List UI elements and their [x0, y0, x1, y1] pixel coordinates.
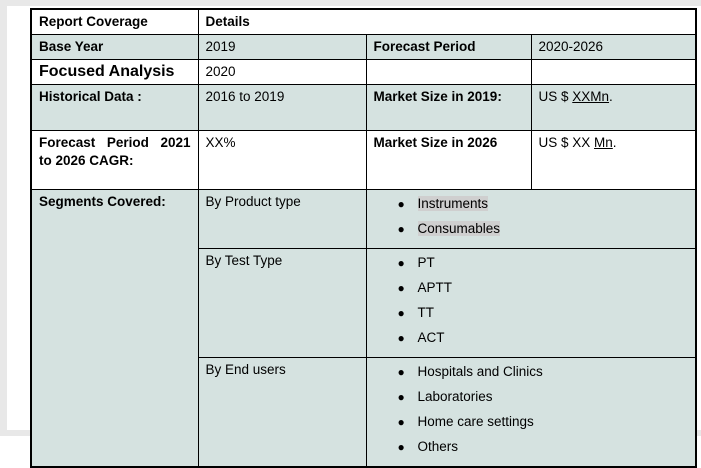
list-item: ● Laboratories — [397, 389, 493, 404]
market-size-2019-suffix: . — [609, 89, 613, 104]
cell-market-size-2026-label: Market Size in 2026 — [365, 130, 532, 190]
table-row-header: Report Coverage Details — [30, 8, 697, 35]
cell-historical-data-value: 2016 to 2019 — [197, 84, 367, 131]
cell-market-size-2019-label: Market Size in 2019: — [365, 84, 532, 131]
table-row-forecast-cagr: Forecast Period 2021 to 2026 CAGR: XX% M… — [30, 130, 697, 190]
market-size-2019-underlined: XXMn — [572, 89, 610, 104]
bullet-icon: ● — [397, 440, 405, 454]
product-type-list: ● Instruments ● Consumables — [374, 195, 689, 238]
table-row-focused-analysis: Focused Analysis 2020 — [30, 59, 697, 85]
list-item: ● Consumables — [397, 221, 501, 236]
table-row-base-year: Base Year 2019 Forecast Period 2020-2026 — [30, 34, 697, 60]
bullet-icon: ● — [397, 281, 405, 295]
cell-segment-group-end-users: By End users — [197, 357, 367, 468]
market-size-2019-prefix: US $ — [538, 89, 573, 104]
cell-forecast-period-value: 2020-2026 — [530, 34, 697, 60]
list-item: ● Home care settings — [397, 414, 534, 429]
bullet-icon: ● — [397, 256, 405, 270]
cell-forecast-period-label: Forecast Period — [365, 34, 532, 60]
cell-base-year-label: Base Year — [30, 34, 199, 60]
cell-segment-items-test-type: ● PT ● APTT ● TT ● ACT — [365, 248, 697, 358]
cell-forecast-cagr-label: Forecast Period 2021 to 2026 CAGR: — [30, 130, 199, 190]
list-item: ● Instruments — [397, 196, 489, 211]
bullet-icon: ● — [397, 197, 405, 211]
list-item: ● ACT — [397, 330, 445, 345]
list-item: ● Others — [397, 439, 459, 454]
list-item: ● PT — [397, 255, 435, 270]
market-size-2026-prefix: US $ XX — [538, 135, 595, 150]
test-type-list: ● PT ● APTT ● TT ● ACT — [374, 254, 689, 347]
cell-base-year-value: 2019 — [197, 34, 367, 60]
bullet-icon: ● — [397, 331, 405, 345]
list-item: ● Hospitals and Clinics — [397, 364, 543, 379]
cell-focused-analysis-value: 2020 — [197, 59, 367, 85]
cell-segment-group-product-type: By Product type — [197, 189, 367, 249]
table-row-segments-test-type: By Test Type ● PT ● APTT ● TT ● ACT — [31, 248, 697, 358]
cell-market-size-2026-value: US $ XX Mn. — [530, 130, 697, 190]
cell-empty-2 — [530, 59, 697, 85]
cell-report-coverage: Report Coverage — [30, 8, 199, 35]
bullet-icon: ● — [397, 306, 405, 320]
bullet-icon: ● — [397, 365, 405, 379]
cell-segment-items-product-type: ● Instruments ● Consumables — [365, 189, 697, 249]
cell-segment-group-test-type: By Test Type — [197, 248, 367, 358]
report-coverage-table: Report Coverage Details Base Year 2019 F… — [30, 8, 698, 468]
market-size-2026-suffix: . — [612, 135, 617, 150]
table-row-historical-data: Historical Data : 2016 to 2019 Market Si… — [30, 84, 697, 131]
cell-segment-items-end-users: ● Hospitals and Clinics ● Laboratories ● Ho… — [365, 357, 697, 468]
window-edge-top — [0, 0, 701, 6]
bullet-icon: ● — [397, 390, 405, 404]
table-row-segments-product-type: Segments Covered: By Product type ● Instr… — [30, 189, 697, 468]
cell-forecast-cagr-value: XX% — [197, 130, 367, 190]
end-users-list: ● Hospitals and Clinics ● Laboratories ● Ho… — [374, 363, 689, 456]
list-item: ● APTT — [397, 280, 453, 295]
market-size-2026-underlined: Mn — [594, 135, 613, 150]
cell-details: Details — [197, 8, 697, 35]
bullet-icon: ● — [397, 415, 405, 429]
list-item: ● TT — [397, 305, 435, 320]
window-edge-left — [0, 0, 7, 436]
cell-empty-1 — [365, 59, 532, 85]
cell-focused-analysis-label: Focused Analysis — [30, 59, 199, 85]
bullet-icon: ● — [397, 222, 405, 236]
cell-historical-data-label: Historical Data : — [30, 84, 199, 131]
cell-segments-covered-label: Segments Covered: — [30, 189, 199, 468]
cell-market-size-2019-value: US $ XXMn. — [530, 84, 697, 131]
